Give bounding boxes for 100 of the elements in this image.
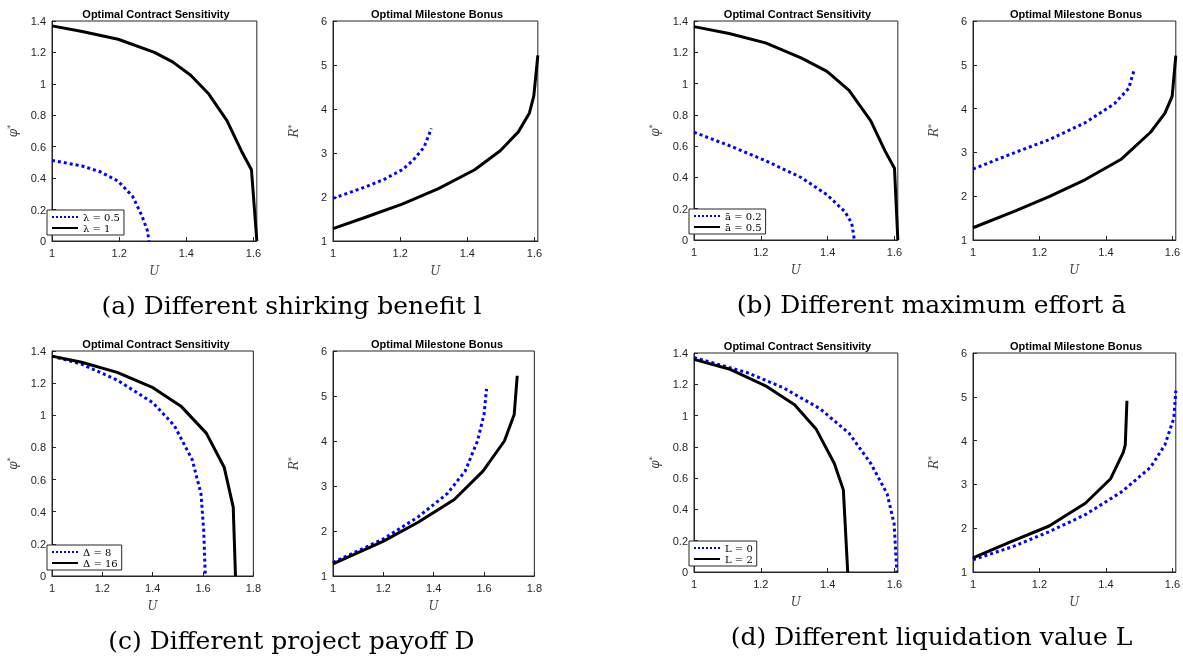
y-tick-label: 1 — [39, 409, 46, 422]
legend-label: ā = 0.5 — [725, 221, 762, 233]
text: (c) Different project payoff D — [108, 626, 475, 655]
y-tick-label: 6 — [320, 345, 327, 357]
x-tick-label: 1.2 — [111, 246, 127, 259]
x-tick-label: 1.2 — [1031, 577, 1048, 590]
y-tick-label: 3 — [320, 147, 327, 159]
x-tick-label: 1.4 — [145, 581, 161, 594]
y-tick-label: 1 — [320, 235, 327, 247]
y-axis-title: R* — [286, 456, 301, 472]
line-series — [692, 356, 899, 574]
x-tick-label: 1 — [969, 245, 977, 258]
x-tick-label: 1.2 — [753, 577, 769, 590]
x-axis-title: U — [1069, 263, 1081, 277]
x-tick-label: 1.2 — [375, 581, 391, 594]
y-tick-label: 1 — [39, 77, 46, 90]
y-tick-label: 0 — [39, 570, 46, 582]
x-tick-label: 1 — [48, 581, 56, 594]
y-tick-label: 1.4 — [30, 345, 46, 357]
chart-title: Optimal Milestone Bonus — [1009, 339, 1143, 352]
legend-label: L = 2 — [725, 553, 753, 565]
y-axis-title: φ* — [647, 456, 662, 469]
y-tick-label: 0.6 — [672, 472, 688, 485]
y-tick-label: 2 — [320, 191, 327, 203]
x-tick-label: 1 — [329, 581, 337, 594]
x-tick-label: 1.6 — [526, 246, 543, 259]
y-tick-label: 0.8 — [30, 109, 46, 122]
y-tick-label: 0 — [681, 234, 688, 246]
line-series — [331, 126, 433, 200]
chart-title: Optimal Milestone Bonus — [1009, 7, 1143, 20]
y-tick-label: 0.4 — [30, 505, 46, 518]
line-series — [971, 399, 1129, 560]
x-tick-label: 1.2 — [94, 581, 110, 594]
chart-title: Optimal Contract Sensitivity — [82, 337, 231, 350]
x-tick-label: 1.6 — [1164, 577, 1181, 590]
x-tick-label: 1.2 — [1031, 245, 1048, 258]
x-tick-label: 1.8 — [526, 581, 542, 594]
x-tick-label: 1.4 — [1098, 245, 1114, 258]
chart-title: Optimal Contract Sensitivity — [723, 7, 873, 20]
x-tick-label: 1.8 — [245, 581, 261, 594]
line-series — [50, 158, 151, 243]
y-tick-label: 5 — [320, 390, 327, 402]
y-tick-label: 1 — [960, 234, 967, 246]
y-tick-label: 2 — [960, 522, 967, 535]
y-tick-label: 1.2 — [30, 46, 46, 59]
y-tick-label: 3 — [960, 478, 967, 491]
y-tick-label: 6 — [960, 15, 967, 27]
y-tick-label: 4 — [320, 435, 327, 447]
legend-label: L = 0 — [725, 542, 753, 554]
x-tick-label: 1.6 — [245, 246, 262, 259]
x-tick-label: 1.6 — [886, 577, 903, 590]
line-series — [971, 389, 1178, 562]
y-axis-title: φ* — [5, 457, 20, 470]
y-tick-label: 0 — [39, 235, 46, 247]
y-tick-label: 4 — [320, 103, 327, 115]
x-tick-label: 1 — [690, 577, 698, 590]
line-series — [331, 53, 540, 231]
x-tick-label: 1.4 — [178, 246, 194, 259]
y-tick-label: 0.8 — [672, 440, 688, 453]
legend-label: λ = 1 — [83, 222, 111, 234]
y-tick-label: 1.2 — [672, 378, 688, 391]
y-tick-label: 0.6 — [30, 473, 46, 486]
y-tick-label: 2 — [960, 190, 967, 203]
line-series — [692, 130, 856, 242]
y-tick-label: 0.8 — [30, 441, 46, 454]
y-tick-label: 4 — [960, 102, 967, 115]
x-tick-label: 1 — [48, 246, 56, 259]
chart-title: Optimal Contract Sensitivity — [82, 7, 231, 20]
y-tick-label: 5 — [960, 390, 967, 403]
chart-title: Optimal Milestone Bonus — [370, 7, 504, 20]
y-tick-label: 5 — [320, 59, 327, 71]
y-axis-title: φ* — [5, 124, 20, 138]
y-axis-title: φ* — [647, 124, 662, 137]
y-tick-label: 0.4 — [30, 172, 46, 185]
y-tick-label: 0.8 — [672, 108, 688, 121]
x-tick-label: 1.2 — [753, 245, 769, 258]
y-tick-label: 1.2 — [30, 377, 46, 390]
x-tick-label: 1.4 — [820, 245, 836, 258]
y-axis-title: R* — [286, 124, 301, 139]
x-tick-label: 1.6 — [886, 245, 903, 258]
y-tick-label: 0.2 — [30, 203, 46, 216]
y-tick-label: 0.4 — [672, 171, 688, 184]
y-tick-label: 1.2 — [672, 46, 688, 59]
x-tick-label: 1.6 — [476, 581, 492, 594]
y-axis-title: R* — [926, 455, 941, 471]
legend-label: Δ = 8 — [83, 546, 112, 558]
y-tick-label: 6 — [320, 15, 327, 27]
text: (a) Different shirking benefit l — [101, 291, 482, 320]
text: (d) Different liquidation value L — [730, 622, 1133, 651]
line-series — [692, 357, 850, 574]
y-tick-label: 1.4 — [672, 347, 688, 359]
y-tick-label: 0 — [681, 566, 688, 578]
line-series — [971, 68, 1136, 171]
y-tick-label: 2 — [320, 525, 327, 537]
x-axis-title: U — [147, 599, 159, 613]
legend-label: ā = 0.2 — [725, 210, 762, 222]
y-tick-label: 1 — [681, 409, 688, 422]
y-tick-label: 0.6 — [672, 140, 688, 153]
chart-title: Optimal Milestone Bonus — [370, 337, 504, 350]
x-axis-title: U — [428, 599, 440, 613]
